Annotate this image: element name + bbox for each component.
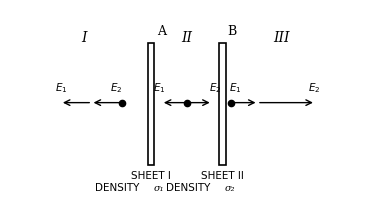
Text: $E_2$: $E_2$ [110, 81, 123, 95]
Text: $E_1$: $E_1$ [55, 81, 68, 95]
Text: $E_1$: $E_1$ [153, 81, 166, 95]
Text: A: A [157, 25, 166, 38]
Bar [148, 43, 154, 165]
Text: SHEET II: SHEET II [201, 171, 244, 181]
Text: σ₂: σ₂ [225, 184, 236, 193]
Text: B: B [228, 25, 237, 38]
Text: $E_2$: $E_2$ [308, 81, 320, 95]
Text: $E_2$: $E_2$ [209, 81, 221, 95]
Text: II: II [181, 31, 192, 45]
Text: I: I [81, 31, 86, 45]
Text: SHEET I: SHEET I [131, 171, 171, 181]
Text: σ₁: σ₁ [153, 184, 164, 193]
Text: $E_1$: $E_1$ [229, 81, 242, 95]
Text: DENSITY: DENSITY [95, 183, 142, 193]
Text: DENSITY: DENSITY [166, 183, 214, 193]
Bar [219, 43, 226, 165]
Text: III: III [273, 31, 290, 45]
